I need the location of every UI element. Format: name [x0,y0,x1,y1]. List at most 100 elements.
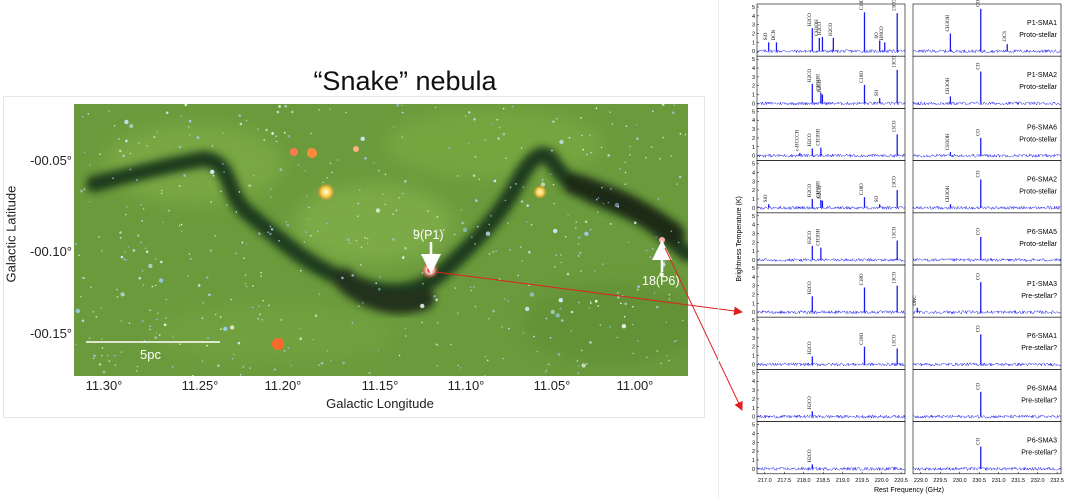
star [366,242,369,245]
star [645,156,647,159]
star [595,107,598,109]
panel-class: Pre-stellar? [1021,293,1057,300]
star [609,111,611,113]
star [375,282,378,284]
star [404,246,407,250]
star [171,366,174,368]
star [125,205,128,208]
star [357,215,359,217]
spectra-figure: 0 1 2 3 4 5 SiO DCN H2CO CH3OH H2CO H2CO C18O SO HNCO 1… [705,0,1065,499]
panel-name: P6-SMA2 [1027,177,1057,184]
star [75,308,80,314]
y-tick-label: 5 [752,5,755,11]
star [219,316,222,318]
sky-x-tick: 11.25° [181,378,219,393]
spectrum-panel: 0 1 2 3 4 5 H2CO C18O 13CO CO P6-SMA1 Pre-stellar? [752,316,1062,370]
star [507,222,509,224]
star [129,123,134,129]
star [212,174,215,177]
star [570,330,573,332]
star [265,128,268,132]
star [154,284,157,287]
star [310,132,312,135]
star [222,163,224,165]
star [511,105,514,108]
star [530,223,533,226]
star [188,134,191,136]
star [220,190,222,192]
star [649,256,652,258]
star [536,350,539,353]
star [550,309,555,315]
bright-source [533,185,547,199]
line-label: CO [976,273,981,280]
y-tick-label: 5 [752,423,755,429]
star [90,286,92,288]
star [544,370,547,373]
star [318,109,320,111]
star [217,364,220,368]
panel-box-right [912,369,1062,422]
line-label: SO [875,196,880,203]
y-tick-label: 2 [752,136,755,142]
star [580,117,582,119]
y-tick-label: 3 [752,284,755,290]
y-tick-label: 5 [752,214,755,220]
star [470,289,473,292]
star [190,258,192,260]
star [278,240,280,242]
star [468,142,470,145]
star [122,154,125,158]
star [434,106,437,109]
star [229,325,235,330]
star [564,236,567,238]
spectrum-noise [756,361,905,367]
star [652,110,654,113]
star [666,354,668,357]
line-label: C18O [860,332,865,344]
spectrum-panel: 0 1 2 3 4 5 H2CO CO P6-SMA3 Pre-stellar? [752,421,1062,475]
star [427,210,429,212]
panel-box-right [912,421,1062,475]
line-label: CH3OH [816,74,821,91]
star [233,353,235,356]
star [222,132,224,134]
line-label: DCN [772,29,777,40]
star [207,337,209,339]
star [210,249,212,252]
star [442,229,445,231]
panel-class: Proto-stellar [1019,241,1057,248]
star [673,104,676,106]
line-label: SiO [764,32,769,40]
sky-y-tick: -00.05° [29,153,72,168]
star [120,351,123,353]
star [421,254,423,256]
star [364,157,367,160]
star [304,170,306,172]
star [196,136,200,139]
line-label: CO [976,62,981,69]
star [581,363,586,368]
bright-source [290,148,298,156]
star [619,168,621,170]
y-tick-label: 1 [752,458,755,464]
line-label: c-HCCCH [795,129,800,151]
star [149,325,152,327]
spectrum-noise [912,362,1061,367]
star [629,145,632,148]
star [98,363,102,366]
panel-divider [718,0,719,499]
star [547,363,550,366]
star [617,296,620,299]
star [520,147,523,149]
star [178,185,181,187]
star [637,340,639,342]
spectrum-noise [756,257,905,263]
star [156,312,159,315]
spectrum-noise [756,466,905,472]
line-label: H2CO [818,79,823,92]
line-label: SO [875,89,880,96]
star [210,169,215,175]
star [347,238,350,241]
line-label: H2CO [808,69,813,82]
